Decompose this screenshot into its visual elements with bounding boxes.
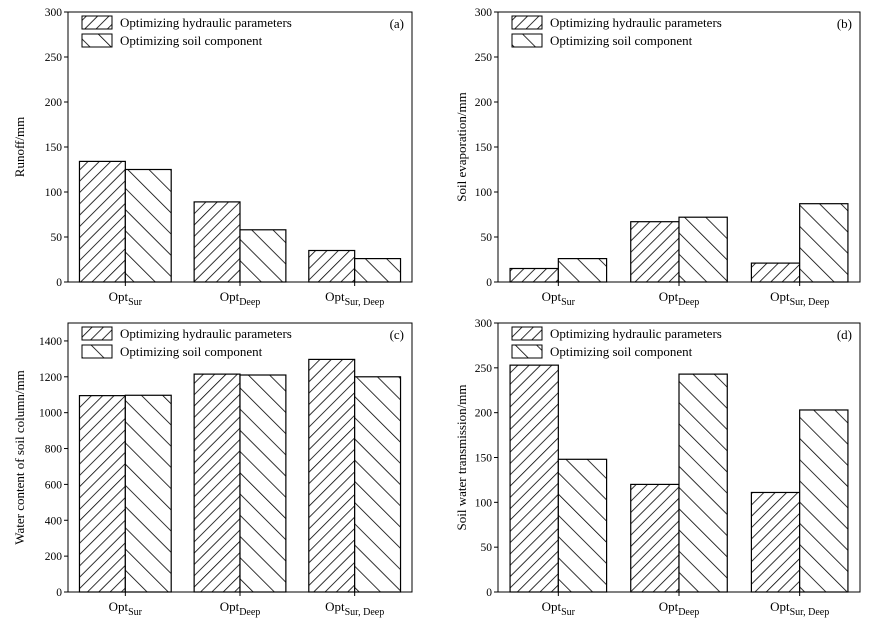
- x-category-label: OptSur: [109, 289, 143, 308]
- y-tick-label: 300: [475, 318, 493, 330]
- y-tick-label: 50: [481, 232, 493, 244]
- bar-hydraulic-parameters: [750, 491, 801, 593]
- y-tick-label: 250: [475, 52, 493, 64]
- legend-label: Optimizing hydraulic parameters: [120, 15, 292, 30]
- legend-swatch: [511, 33, 543, 48]
- y-tick-label: 50: [51, 232, 63, 244]
- y-tick-label: 0: [486, 277, 492, 289]
- chart-panel: 0 50 100 150 200 250 300 Runoff/mm (a) OptSur OptD…: [12, 7, 413, 308]
- bar-hydraulic-parameters: [509, 364, 559, 593]
- y-tick-label: 0: [486, 587, 492, 599]
- x-category-label: OptSur, Deep: [770, 289, 829, 308]
- x-category-label: OptSur, Deep: [770, 599, 829, 618]
- bar-hydraulic-parameters: [193, 373, 241, 593]
- y-tick-label: 200: [475, 408, 493, 420]
- y-tick-label: 250: [45, 52, 63, 64]
- bar-hydraulic-parameters: [630, 483, 680, 593]
- legend: Optimizing hydraulic parameters Optimizin…: [81, 326, 292, 359]
- y-tick-label: 1200: [39, 372, 62, 384]
- bar-soil-component: [354, 376, 402, 593]
- bar-soil-component: [557, 458, 608, 593]
- x-category-label: OptSur, Deep: [325, 599, 384, 618]
- chart-panel: 0 50 100 150 200 250 300 Soil water transmissio…: [454, 318, 861, 618]
- bar-soil-component: [239, 374, 287, 593]
- legend-swatch: [81, 344, 113, 359]
- y-tick-label: 200: [475, 97, 493, 109]
- y-tick-label: 800: [45, 444, 63, 456]
- legend-label: Optimizing soil component: [120, 33, 263, 48]
- y-axis-label: Soil water transmission/mm: [454, 385, 469, 531]
- y-tick-label: 600: [45, 479, 63, 491]
- bar-soil-component: [799, 409, 849, 593]
- legend: Optimizing hydraulic parameters Optimizin…: [511, 326, 722, 359]
- y-tick-label: 300: [45, 7, 63, 19]
- legend-label: Optimizing hydraulic parameters: [120, 326, 292, 341]
- legend-swatch: [511, 326, 543, 341]
- y-tick-label: 250: [475, 363, 493, 375]
- legend-swatch: [81, 33, 113, 48]
- x-category-label: OptDeep: [659, 289, 700, 308]
- legend-label: Optimizing soil component: [550, 344, 693, 359]
- legend-swatch: [511, 15, 543, 30]
- x-category-label: OptSur, Deep: [325, 289, 384, 308]
- legend-label: Optimizing hydraulic parameters: [550, 326, 722, 341]
- bar-hydraulic-parameters: [509, 267, 559, 283]
- panel-label: (d): [837, 327, 852, 342]
- legend: Optimizing hydraulic parameters Optimizin…: [81, 15, 292, 48]
- y-tick-label: 0: [56, 277, 62, 289]
- bar-hydraulic-parameters: [750, 262, 801, 283]
- bar-hydraulic-parameters: [193, 201, 241, 283]
- panel-label: (b): [837, 16, 852, 31]
- bar-soil-component: [354, 258, 402, 283]
- bar-soil-component: [799, 203, 849, 283]
- legend-swatch: [81, 326, 113, 341]
- legend: Optimizing hydraulic parameters Optimizin…: [511, 15, 722, 48]
- bar-soil-component: [678, 216, 728, 283]
- y-tick-label: 0: [56, 587, 62, 599]
- chart-panel: 0 50 100 150 200 250 300 Soil evaporation/mm (b)…: [454, 7, 861, 308]
- x-category-label: OptDeep: [220, 599, 261, 618]
- legend-label: Optimizing hydraulic parameters: [550, 15, 722, 30]
- panel-label: (c): [390, 327, 404, 342]
- bar-soil-component: [239, 229, 287, 283]
- y-tick-label: 300: [475, 7, 493, 19]
- y-axis-label: Water content of soil column/mm: [12, 370, 27, 544]
- bar-hydraulic-parameters: [630, 221, 680, 283]
- x-category-label: OptSur: [542, 599, 576, 618]
- bar-soil-component: [124, 168, 172, 283]
- y-tick-label: 200: [45, 551, 63, 563]
- x-category-label: OptSur: [109, 599, 143, 618]
- x-category-label: OptDeep: [220, 289, 261, 308]
- y-tick-label: 50: [481, 542, 493, 554]
- bar-hydraulic-parameters: [308, 249, 356, 283]
- y-tick-label: 100: [45, 187, 63, 199]
- y-tick-label: 400: [45, 515, 63, 527]
- y-tick-label: 150: [45, 142, 63, 154]
- bar-hydraulic-parameters: [308, 358, 356, 593]
- legend-label: Optimizing soil component: [550, 33, 693, 48]
- y-axis-label: Soil evaporation/mm: [454, 92, 469, 201]
- chart-panel: 0 200 400 600 800 1000 1200 1400 Water content o…: [12, 322, 413, 618]
- y-axis-label: Runoff/mm: [12, 117, 27, 177]
- y-tick-label: 150: [475, 142, 493, 154]
- y-tick-label: 1400: [39, 336, 62, 348]
- y-tick-label: 100: [475, 497, 493, 509]
- y-tick-label: 100: [475, 187, 493, 199]
- bar-hydraulic-parameters: [78, 160, 126, 283]
- x-category-label: OptDeep: [659, 599, 700, 618]
- bar-soil-component: [678, 373, 728, 593]
- bar-soil-component: [124, 394, 172, 593]
- legend-swatch: [81, 15, 113, 30]
- x-category-label: OptSur: [542, 289, 576, 308]
- legend-label: Optimizing soil component: [120, 344, 263, 359]
- y-tick-label: 200: [45, 97, 63, 109]
- legend-swatch: [511, 344, 543, 359]
- panel-label: (a): [390, 16, 404, 31]
- y-tick-label: 150: [475, 453, 493, 465]
- bar-hydraulic-parameters: [78, 395, 126, 593]
- y-tick-label: 1000: [39, 408, 62, 420]
- bar-soil-component: [557, 258, 608, 283]
